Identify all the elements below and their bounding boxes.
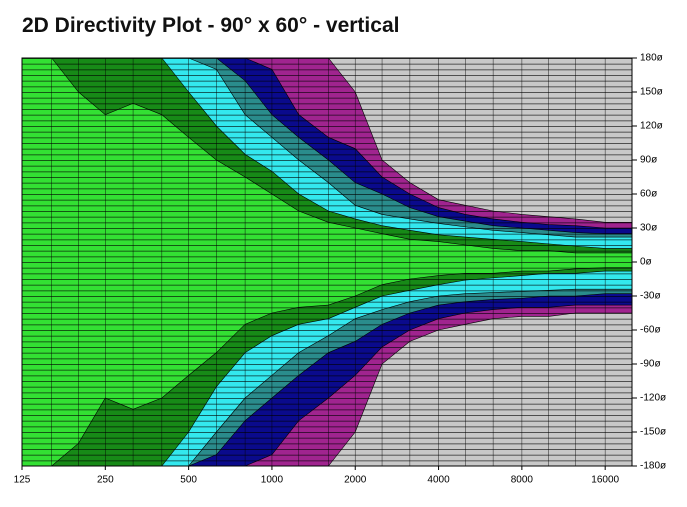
x-tick-label: 125	[14, 475, 31, 486]
plot-frame	[21, 57, 633, 467]
y-tick-label: -150ø	[640, 427, 666, 438]
y-tick-label: 150ø	[640, 87, 663, 98]
x-tick-label: 4000	[427, 475, 450, 486]
chart-title: 2D Directivity Plot - 90° x 60° - vertic…	[22, 14, 399, 37]
y-tick-label: 30ø	[640, 223, 657, 234]
x-tick-label: 8000	[511, 475, 534, 486]
x-tick-label: 250	[97, 475, 114, 486]
x-tick-label: 1000	[261, 475, 284, 486]
y-tick-label: -90ø	[640, 359, 661, 370]
y-tick-label: 120ø	[640, 121, 663, 132]
y-tick-label: -120ø	[640, 393, 666, 404]
y-tick-label: 60ø	[640, 189, 657, 200]
y-tick-label: -60ø	[640, 325, 661, 336]
y-tick-label: 0ø	[640, 257, 652, 268]
x-tick-label: 2000	[344, 475, 367, 486]
plot-area	[21, 57, 633, 467]
x-tick-label: 16000	[591, 475, 619, 486]
y-tick-label: -180ø	[640, 461, 666, 472]
y-tick-label: 90ø	[640, 155, 657, 166]
y-tick-label: 180ø	[640, 53, 663, 64]
minor-grid	[22, 58, 632, 466]
y-tick-label: -30ø	[640, 291, 661, 302]
x-tick-label: 500	[180, 475, 197, 486]
